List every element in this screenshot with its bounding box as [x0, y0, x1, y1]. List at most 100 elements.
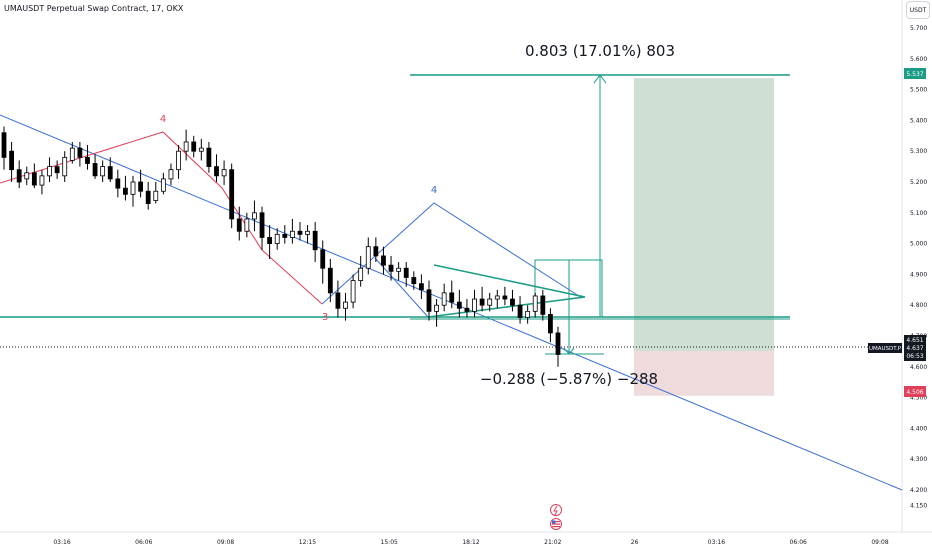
candle — [183, 129, 189, 161]
candle — [418, 274, 424, 300]
candle — [138, 169, 144, 198]
y-tick-label: 4.400 — [910, 425, 927, 432]
candle — [540, 289, 546, 321]
candle — [107, 157, 113, 182]
candle — [85, 145, 90, 170]
candle — [252, 200, 257, 232]
candle — [168, 163, 174, 186]
red-wave-line[interactable] — [0, 131, 323, 305]
candle — [297, 222, 303, 241]
price-axis[interactable]: 5.700 5.600 5.500 5.400 5.300 5.200 5.100 5.000… — [910, 25, 927, 509]
candle — [130, 175, 136, 207]
candle — [100, 160, 106, 182]
candle — [191, 135, 197, 158]
y-tick-label: 5.700 — [910, 25, 927, 32]
svg-text:06:53: 06:53 — [906, 353, 923, 360]
x-tick-label: 26 — [631, 539, 639, 546]
candle — [548, 308, 553, 343]
candle — [434, 299, 439, 327]
x-tick-label: 06:06 — [790, 539, 807, 546]
triangle-pattern[interactable] — [427, 264, 586, 318]
candle — [487, 292, 493, 312]
time-axis[interactable]: 03:16 06:06 09:08 12:15 15:05 18:12 21:02 26 03:… — [53, 539, 888, 546]
loss-label: −0.288 (−5.87%) −288 — [480, 370, 658, 388]
target-price-tag: 5.537 — [904, 68, 926, 79]
y-tick-label: 5.300 — [910, 148, 927, 155]
current-price-tag: UMAUSDT.P 4.637 06:53 — [868, 343, 926, 361]
candle — [555, 326, 561, 367]
svg-text:5.537: 5.537 — [906, 71, 923, 78]
candle — [39, 169, 45, 195]
wave-3-label: 3 — [322, 312, 328, 323]
profit-zone — [634, 78, 774, 352]
candle — [312, 222, 318, 263]
svg-text:4.637: 4.637 — [906, 345, 923, 352]
candle — [69, 141, 75, 164]
candle — [464, 299, 470, 318]
candle — [320, 240, 326, 284]
us-flag-event-icon[interactable] — [550, 518, 562, 530]
wave-4-blue-label: 4 — [431, 185, 437, 196]
candle — [289, 218, 295, 244]
candle — [123, 175, 128, 201]
x-tick-label: 03:16 — [708, 539, 725, 546]
y-tick-label: 4.800 — [910, 302, 927, 309]
svg-text:UMAUSDT.P: UMAUSDT.P — [869, 346, 902, 352]
lightning-event-icon[interactable] — [550, 504, 562, 516]
y-tick-label: 4.150 — [910, 502, 927, 509]
target-arrow-head — [593, 74, 607, 84]
profit-label: 0.803 (17.01%) 803 — [525, 42, 675, 60]
candle — [236, 206, 242, 241]
currency-button[interactable]: USDT — [906, 1, 930, 19]
candle — [1, 126, 7, 170]
candle — [532, 292, 538, 318]
y-tick-label: 4.500 — [910, 395, 927, 402]
svg-text:4.651: 4.651 — [906, 337, 923, 344]
candle — [259, 206, 265, 250]
y-tick-label: 5.500 — [910, 87, 927, 94]
candle — [229, 163, 235, 229]
candle — [388, 255, 394, 281]
y-tick-label: 5.200 — [910, 179, 927, 186]
x-tick-label: 06:06 — [135, 539, 152, 546]
candle — [350, 274, 356, 309]
y-tick-label: 5.000 — [910, 241, 927, 248]
y-tick-label: 5.100 — [910, 210, 927, 217]
candle — [456, 289, 462, 318]
svg-text:4.506: 4.506 — [906, 389, 923, 396]
candle — [510, 289, 515, 312]
candle — [176, 145, 181, 179]
candle — [92, 154, 98, 179]
stop-price-tag: 4.506 — [904, 386, 926, 397]
candle — [221, 160, 227, 186]
candle — [282, 225, 288, 244]
candle — [479, 286, 485, 312]
candle — [9, 141, 14, 182]
candle — [403, 262, 409, 287]
y-tick-label: 4.200 — [910, 487, 927, 494]
x-tick-label: 09:08 — [217, 539, 234, 546]
x-tick-label: 18:12 — [462, 539, 479, 546]
x-tick-label: 12:15 — [299, 539, 316, 546]
candle — [441, 283, 447, 312]
y-tick-label: 4.900 — [910, 271, 927, 278]
y-tick-label: 4.300 — [910, 456, 927, 463]
candle — [525, 305, 531, 324]
y-tick-label: 4.600 — [910, 364, 927, 371]
candle — [77, 141, 83, 167]
candle — [24, 166, 30, 186]
candle — [373, 237, 379, 263]
candle — [153, 182, 159, 204]
candle — [62, 151, 68, 182]
candle — [206, 141, 212, 173]
candle — [343, 292, 348, 321]
candle — [396, 262, 402, 281]
candles-layer — [1, 126, 561, 367]
candle — [358, 255, 364, 287]
candle — [54, 160, 60, 179]
candle — [472, 289, 477, 318]
candle — [145, 182, 151, 210]
candle — [160, 172, 166, 195]
candle — [327, 259, 333, 303]
